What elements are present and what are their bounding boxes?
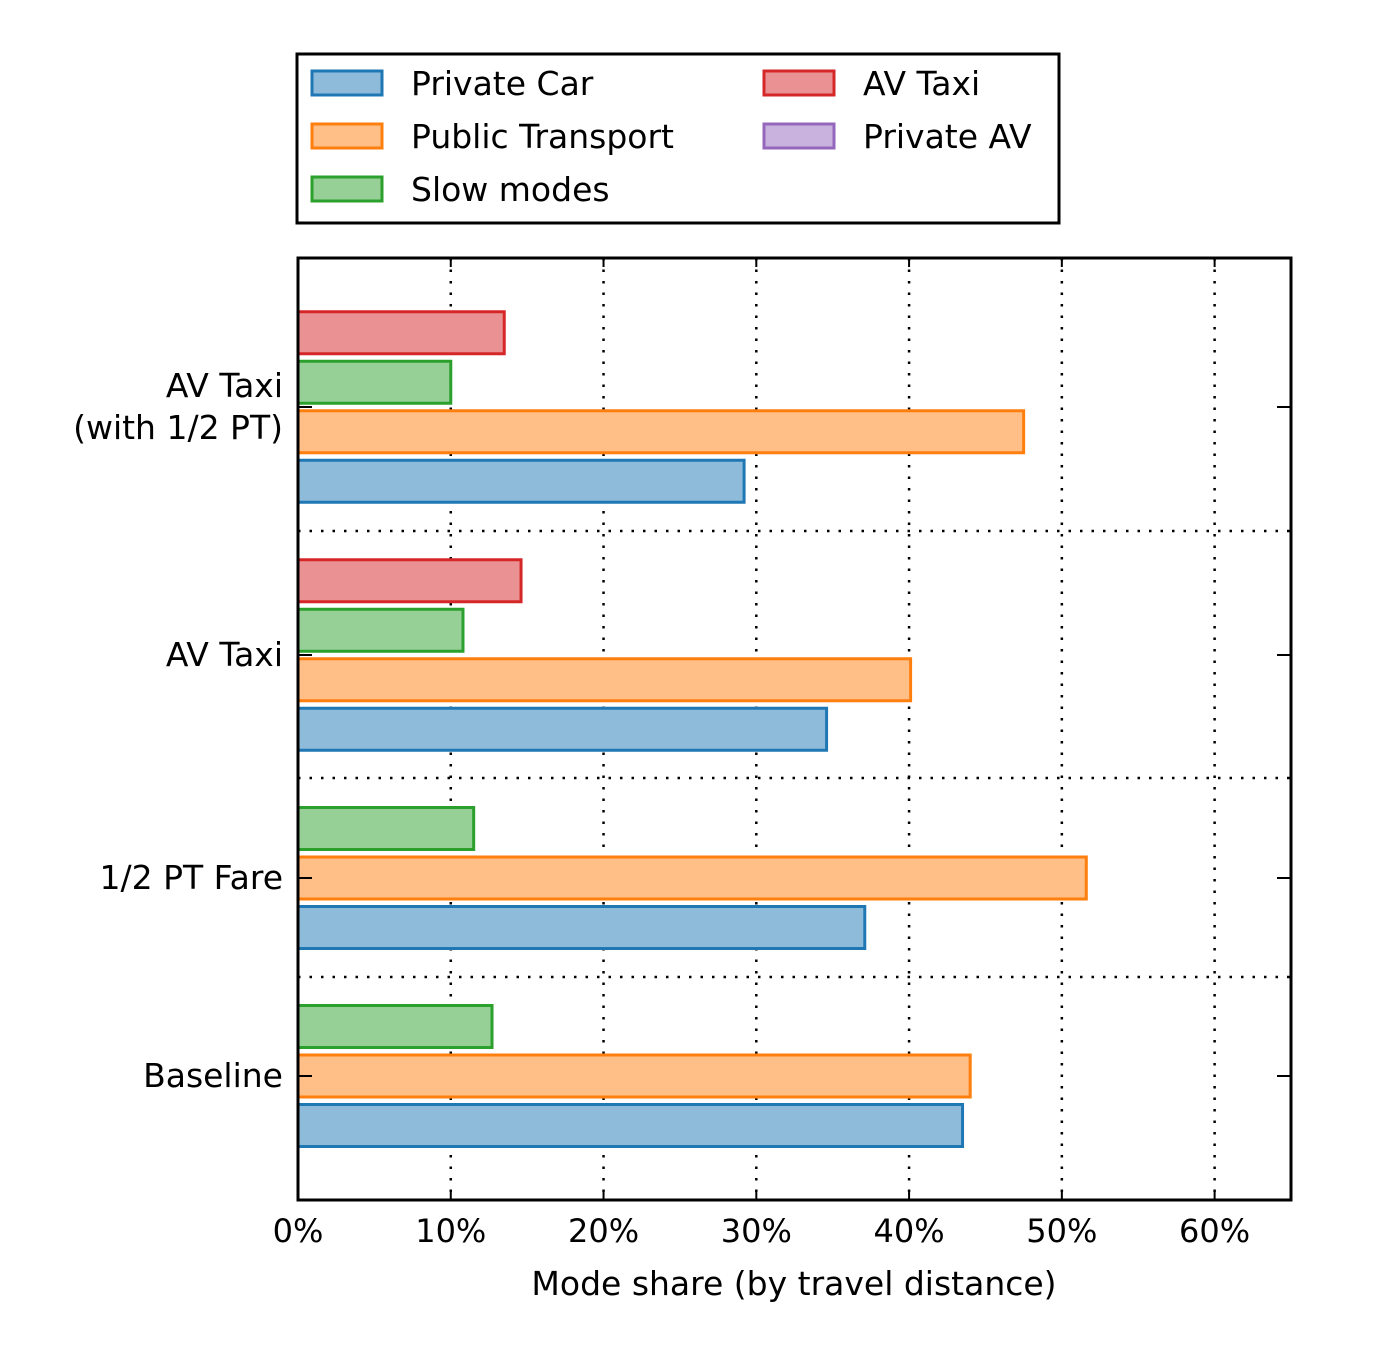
x-tick-label: 20% — [568, 1212, 639, 1250]
x-tick-label: 60% — [1179, 1212, 1250, 1250]
legend-label-av-taxi: AV Taxi — [863, 64, 980, 103]
legend-label-private-av: Private AV — [863, 117, 1032, 156]
bar-private-car-av-taxi-with-1-2-pt — [296, 458, 746, 504]
x-tick-label: 0% — [273, 1212, 324, 1250]
bar-private-car-1-2-pt-fare — [296, 905, 867, 950]
legend-label-slow-modes: Slow modes — [411, 170, 610, 209]
bar-slow-modes-1-2-pt-fare — [296, 806, 476, 851]
x-tick-label: 10% — [415, 1212, 486, 1250]
x-tick-label: 30% — [721, 1212, 792, 1250]
legend-swatch-private-av — [762, 122, 836, 150]
bar-public-transport-1-2-pt-fare — [296, 855, 1088, 901]
x-tick-label: 40% — [874, 1212, 945, 1250]
x-tick-label: 50% — [1026, 1212, 1097, 1250]
bar-private-car-av-taxi — [296, 706, 829, 752]
bar-private-car-baseline — [296, 1103, 965, 1148]
bar-public-transport-av-taxi-with-1-2-pt — [296, 409, 1026, 455]
x-axis-label: Mode share (by travel distance) — [531, 1264, 1056, 1303]
bars — [296, 310, 1088, 1148]
legend-swatch-slow-modes — [310, 175, 384, 203]
bar-av-taxi-av-taxi-with-1-2-pt — [296, 310, 506, 356]
bar-slow-modes-baseline — [296, 1004, 494, 1049]
grid-lines — [298, 258, 1291, 1200]
y-tick-label: 1/2 PT Fare — [100, 858, 283, 897]
legend-label-private-car: Private Car — [411, 64, 594, 103]
legend-swatch-private-car — [310, 69, 384, 97]
y-tick-label: Baseline — [143, 1056, 283, 1095]
bar-public-transport-av-taxi — [296, 657, 913, 703]
y-tick-label: AV Taxi — [166, 635, 283, 674]
legend-swatch-av-taxi — [762, 69, 836, 97]
bar-slow-modes-av-taxi-with-1-2-pt — [296, 359, 453, 405]
legend-label-public-transport: Public Transport — [411, 117, 674, 156]
legend: Private Car Public Transport Slow modes AV … — [295, 52, 1061, 225]
bar-av-taxi-av-taxi — [296, 558, 523, 604]
plot-frame — [296, 256, 1293, 1202]
bar-slow-modes-av-taxi — [296, 607, 465, 653]
legend-box — [295, 52, 1061, 225]
legend-swatch-public-transport — [310, 122, 384, 150]
y-tick-label: (with 1/2 PT) — [73, 408, 283, 447]
bar-public-transport-baseline — [296, 1053, 972, 1099]
ticks: 0% 10% 20% 30% 40% 50% 60% Baseline 1/2 PT Fare A… — [73, 258, 1291, 1250]
y-tick-label: AV Taxi — [166, 366, 283, 405]
